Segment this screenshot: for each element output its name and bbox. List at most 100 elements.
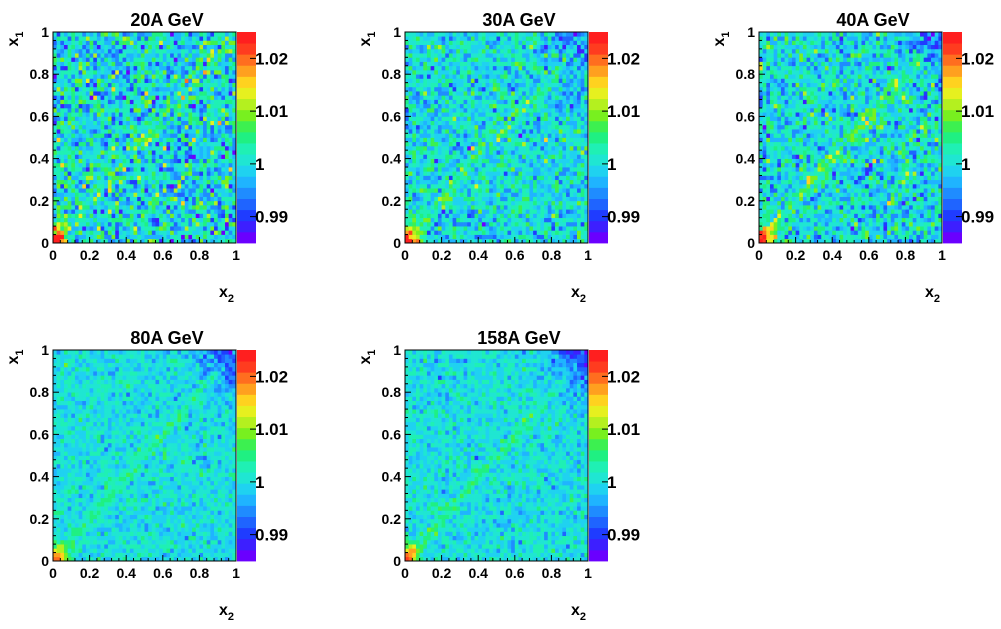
heatmap-cell [529,221,534,227]
heatmap-cell [155,217,160,223]
heatmap-cell [415,230,420,235]
heatmap-cell [492,221,497,227]
color-bar-segment [237,120,256,133]
heatmap-cell [456,120,461,126]
heatmap-cell [155,61,160,67]
heatmap-cell [173,141,178,147]
heatmap-cell [53,74,58,79]
heatmap-cell [199,238,204,244]
heatmap-cell [53,230,58,235]
heatmap-cell [467,99,472,105]
heatmap-cell [518,116,523,121]
heatmap-cell [104,234,109,240]
heatmap-cell [481,95,486,100]
heatmap-cell [199,44,204,50]
heatmap-cell [478,120,483,126]
heatmap-cell [133,78,138,83]
heatmap-cell [405,65,410,71]
heatmap-cell [162,209,167,214]
heatmap-cell [437,183,442,189]
heatmap-cell [540,234,545,240]
heatmap-cell [166,167,171,172]
heatmap-cell [133,91,138,96]
heatmap-cell [467,112,472,117]
heatmap-cell [151,179,156,185]
heatmap-cell [500,167,505,172]
heatmap-cell [53,137,58,143]
heatmap-cell [192,95,197,100]
heatmap-cell [93,234,98,240]
heatmap-cell [173,78,178,83]
heatmap-cell [181,137,186,143]
heatmap-cell [463,57,468,62]
heatmap-cell [148,57,153,62]
heatmap-cell [85,150,90,155]
heatmap-cell [148,32,153,37]
heatmap-cell [496,99,501,105]
heatmap-cell [155,32,160,37]
heatmap-cell [580,116,585,121]
heatmap-cell [225,112,230,117]
y-axis: 00.20.40.60.81 [30,24,59,251]
heatmap-cell [405,192,410,197]
heatmap-cell [144,91,149,96]
heatmap-cell [184,86,189,92]
heatmap-cell [111,95,116,100]
heatmap-cell [485,141,490,147]
heatmap-cell [63,175,68,181]
heatmap-cell [481,167,486,172]
heatmap-cell [518,141,523,147]
heatmap-cell [459,200,464,206]
heatmap-cell [467,205,472,210]
heatmap-cell [430,57,435,62]
heatmap-cell [580,175,585,181]
heatmap-cell [126,188,131,193]
heatmap-cell [188,230,193,235]
heatmap-cell [419,217,424,223]
heatmap-cell [74,57,79,62]
heatmap-cell [448,205,453,210]
heatmap-cell [104,124,109,130]
heatmap-cell [63,205,68,210]
heatmap-cell [140,192,145,197]
heatmap-cell [536,137,541,143]
heatmap-cell [159,171,164,176]
heatmap-cell [56,107,61,113]
heatmap-cell [426,133,431,138]
heatmap-cell [162,234,167,240]
heatmap-cell [115,65,120,71]
heatmap-cell [437,103,442,109]
heatmap-cell [228,57,233,62]
heatmap-cell [584,107,589,113]
heatmap-cell [166,175,171,181]
heatmap-cell [155,209,160,214]
heatmap-cell [104,91,109,96]
heatmap-cell [522,162,527,168]
heatmap-cell [478,99,483,105]
heatmap-cell [82,209,87,214]
heatmap-cell [500,124,505,130]
heatmap-cell [518,234,523,240]
heatmap-cell [529,124,534,130]
heatmap-cell [412,69,417,75]
heatmap-cell [441,179,446,185]
heatmap-cell [85,230,90,235]
heatmap-cell [199,69,204,75]
heatmap-cell [85,44,90,50]
heatmap-cell [85,95,90,100]
heatmap-cell [232,221,237,227]
heatmap-cell [203,213,208,219]
heatmap-cell [492,82,497,88]
heatmap-cell [111,74,116,79]
heatmap-cell [104,95,109,100]
heatmap-cell [67,40,72,46]
heatmap-cell [192,99,197,105]
heatmap-cell [503,217,508,223]
heatmap-cell [533,234,538,240]
heatmap-cell [467,192,472,197]
heatmap-cell [580,230,585,235]
heatmap-cell [217,217,222,223]
heatmap-cell [423,205,428,210]
heatmap-cell [489,74,494,79]
heatmap-cell [195,36,200,41]
